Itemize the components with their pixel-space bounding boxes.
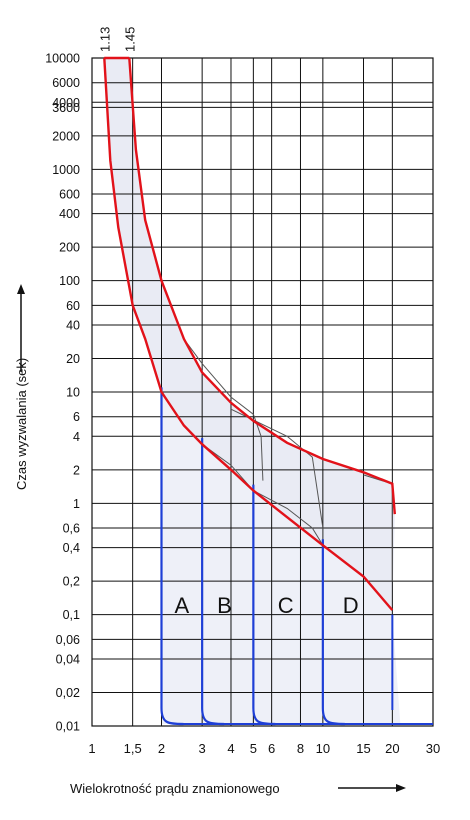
curve-label-B: B: [217, 593, 232, 618]
y-tick-label-4000: 4000: [52, 96, 80, 110]
thermal-curve-lower: [103, 57, 394, 611]
y-axis-arrow-head: [17, 284, 25, 294]
magnetic-region-fill: [161, 392, 401, 724]
thermal-band-fill: [104, 58, 395, 611]
y-tick-label-400: 400: [59, 207, 80, 221]
x-axis-label: Wielokrotność prądu znamionowego: [70, 781, 280, 796]
label-layer: 1 1,5 2 3 4 5 6 8 10 15 20 301000060004000360020001…: [45, 27, 440, 756]
top-marker-1.13: 1.13: [97, 27, 112, 52]
y-tick-label-10000: 10000: [45, 52, 80, 66]
y-tick-label-100: 100: [59, 274, 80, 288]
thermal-curve-upper: [128, 57, 396, 515]
y-tick-label-1: 1: [73, 497, 80, 511]
x-tick-label-2: 2: [158, 741, 165, 756]
y-tick-label-6000: 6000: [52, 76, 80, 90]
curve-label-A: A: [174, 593, 189, 618]
x-tick-label-20: 20: [385, 741, 399, 756]
x-tick-label-3: 3: [199, 741, 206, 756]
magnetic-curve-A: [160, 387, 184, 726]
x-tick-label-1: 1: [88, 741, 95, 756]
y-tick-label-0,01: 0,01: [56, 720, 80, 734]
x-tick-label-6: 6: [268, 741, 275, 756]
y-tick-label-3600: 3600: [52, 101, 80, 115]
transition-curve-lower: [201, 443, 324, 546]
curve-label-C: C: [278, 593, 294, 618]
y-tick-label-200: 200: [59, 241, 80, 255]
y-tick-label-0,2: 0,2: [63, 575, 80, 589]
transition-curve-1: [183, 338, 264, 481]
y-tick-label-0,6: 0,6: [63, 522, 80, 536]
y-tick-label-0,02: 0,02: [56, 686, 80, 700]
y-tick-label-0,06: 0,06: [56, 633, 80, 647]
x-tick-label-1,5: 1,5: [124, 741, 142, 756]
x-tick-label-15: 15: [356, 741, 370, 756]
y-tick-label-0,1: 0,1: [63, 608, 80, 622]
y-tick-label-600: 600: [59, 188, 80, 202]
y-tick-label-4: 4: [73, 430, 80, 444]
y-tick-label-40: 40: [66, 318, 80, 332]
y-axis-label: Czas wyzwalania (sek): [14, 358, 29, 490]
y-tick-label-2000: 2000: [52, 129, 80, 143]
curve-layer: [103, 56, 433, 726]
y-tick-label-1000: 1000: [52, 163, 80, 177]
x-tick-label-8: 8: [297, 741, 304, 756]
top-marker-1.45: 1.45: [122, 27, 137, 52]
curve-label-D: D: [343, 593, 359, 618]
y-tick-label-0,4: 0,4: [63, 541, 80, 555]
y-tick-label-2: 2: [73, 463, 80, 477]
y-tick-label-10: 10: [66, 386, 80, 400]
x-tick-label-30: 30: [426, 741, 440, 756]
x-tick-label-4: 4: [227, 741, 234, 756]
x-tick-label-5: 5: [250, 741, 257, 756]
y-tick-label-60: 60: [66, 299, 80, 313]
x-axis-arrow-head: [396, 784, 406, 792]
characteristic-fill-layer: [104, 58, 401, 724]
y-tick-label-6: 6: [73, 410, 80, 424]
x-tick-label-10: 10: [316, 741, 330, 756]
y-tick-label-0,04: 0,04: [56, 652, 80, 666]
y-tick-label-20: 20: [66, 352, 80, 366]
